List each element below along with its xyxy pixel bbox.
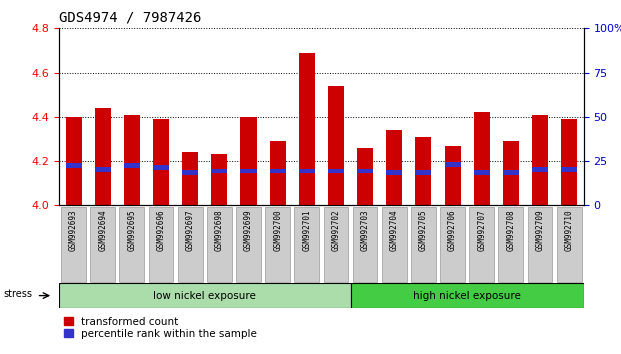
Bar — [503, 141, 519, 205]
Text: GSM992701: GSM992701 — [302, 209, 311, 251]
FancyBboxPatch shape — [119, 207, 144, 282]
FancyBboxPatch shape — [236, 207, 261, 282]
Bar — [415, 137, 432, 205]
Text: GSM992698: GSM992698 — [215, 209, 224, 251]
Bar — [95, 167, 111, 172]
Bar — [532, 167, 548, 172]
Bar — [240, 117, 256, 205]
Bar — [561, 167, 577, 172]
Bar — [66, 117, 81, 205]
Bar — [474, 170, 490, 175]
Bar — [270, 141, 286, 205]
FancyBboxPatch shape — [469, 207, 494, 282]
FancyBboxPatch shape — [294, 207, 319, 282]
Bar — [299, 53, 315, 205]
Text: GSM992695: GSM992695 — [127, 209, 137, 251]
FancyBboxPatch shape — [90, 207, 115, 282]
Bar — [474, 113, 490, 205]
Text: GSM992697: GSM992697 — [186, 209, 194, 251]
Text: low nickel exposure: low nickel exposure — [153, 291, 256, 301]
Text: GSM992699: GSM992699 — [244, 209, 253, 251]
Bar — [270, 169, 286, 173]
Text: GSM992707: GSM992707 — [477, 209, 486, 251]
Bar — [182, 170, 198, 175]
Bar — [328, 169, 344, 173]
Text: stress: stress — [3, 289, 32, 299]
Text: GSM992708: GSM992708 — [506, 209, 515, 251]
Bar — [182, 152, 198, 205]
Legend: transformed count, percentile rank within the sample: transformed count, percentile rank withi… — [64, 317, 256, 339]
Text: GSM992706: GSM992706 — [448, 209, 457, 251]
Bar — [532, 115, 548, 205]
Bar — [124, 163, 140, 168]
FancyBboxPatch shape — [265, 207, 290, 282]
FancyBboxPatch shape — [324, 207, 348, 282]
Text: GSM992703: GSM992703 — [361, 209, 369, 251]
Bar — [386, 130, 402, 205]
Text: GSM992709: GSM992709 — [535, 209, 545, 251]
Bar — [415, 170, 432, 175]
Bar — [153, 165, 169, 170]
FancyBboxPatch shape — [207, 207, 232, 282]
FancyBboxPatch shape — [499, 207, 524, 282]
Bar — [357, 169, 373, 173]
Bar — [153, 119, 169, 205]
Text: GDS4974 / 7987426: GDS4974 / 7987426 — [59, 10, 201, 24]
FancyBboxPatch shape — [557, 207, 581, 282]
Bar — [124, 115, 140, 205]
FancyBboxPatch shape — [411, 207, 436, 282]
FancyBboxPatch shape — [353, 207, 378, 282]
Bar — [211, 154, 227, 205]
Text: GSM992704: GSM992704 — [390, 209, 399, 251]
FancyBboxPatch shape — [148, 207, 173, 282]
Bar — [240, 169, 256, 173]
Text: GSM992693: GSM992693 — [69, 209, 78, 251]
Text: GSM992694: GSM992694 — [98, 209, 107, 251]
Bar — [328, 86, 344, 205]
FancyBboxPatch shape — [528, 207, 553, 282]
Bar — [95, 108, 111, 205]
Bar — [561, 119, 577, 205]
Bar — [299, 169, 315, 173]
Bar — [66, 163, 81, 168]
FancyBboxPatch shape — [61, 207, 86, 282]
Text: GSM992705: GSM992705 — [419, 209, 428, 251]
Bar — [445, 145, 461, 205]
Bar — [445, 162, 461, 167]
FancyBboxPatch shape — [59, 283, 350, 308]
FancyBboxPatch shape — [382, 207, 407, 282]
FancyBboxPatch shape — [178, 207, 202, 282]
FancyBboxPatch shape — [350, 283, 584, 308]
Text: GSM992702: GSM992702 — [332, 209, 340, 251]
Text: GSM992710: GSM992710 — [564, 209, 574, 251]
Text: GSM992696: GSM992696 — [156, 209, 166, 251]
Bar — [386, 170, 402, 175]
Text: GSM992700: GSM992700 — [273, 209, 282, 251]
Bar — [503, 170, 519, 175]
Bar — [357, 148, 373, 205]
Bar — [211, 169, 227, 173]
FancyBboxPatch shape — [440, 207, 465, 282]
Text: high nickel exposure: high nickel exposure — [413, 291, 521, 301]
